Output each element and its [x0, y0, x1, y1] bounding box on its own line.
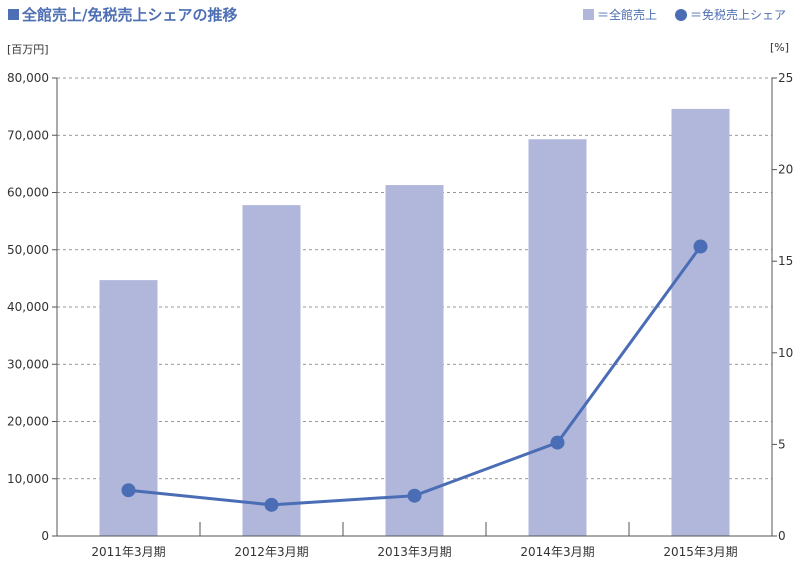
share-point [693, 239, 708, 254]
right-axis-unit: [%] [770, 41, 790, 54]
right-tick-label: 5 [778, 437, 786, 451]
category-label: 2015年3月期 [663, 545, 737, 559]
share-point [550, 435, 565, 450]
bar [385, 185, 444, 536]
legend: ＝全館売上 ＝免税売上シェア [582, 6, 786, 23]
legend-line-dot-icon [674, 8, 687, 21]
category-label: 2014年3月期 [520, 545, 594, 559]
share-point [121, 483, 136, 498]
legend-bar-label: ＝全館売上 [596, 8, 657, 22]
legend-item-bar: ＝全館売上 [582, 6, 657, 23]
title-square-icon [8, 9, 19, 20]
chart-title-text: 全館売上/免税売上シェアの推移 [22, 6, 238, 24]
bar [99, 280, 158, 536]
right-tick-label: 10 [778, 346, 793, 360]
left-tick-label: 60,000 [7, 186, 49, 200]
right-tick-label: 20 [778, 163, 793, 177]
legend-line-label: ＝免税売上シェア [689, 8, 786, 22]
share-point [264, 497, 279, 512]
left-tick-label: 70,000 [7, 128, 49, 142]
left-axis-unit: [百万円] [7, 43, 49, 56]
bar [242, 205, 301, 536]
left-tick-label: 80,000 [7, 71, 49, 85]
share-point [407, 488, 422, 503]
bar [671, 108, 730, 536]
chart-title: 全館売上/免税売上シェアの推移 [8, 4, 237, 25]
left-tick-label: 20,000 [7, 415, 49, 429]
left-tick-label: 40,000 [7, 300, 49, 314]
right-tick-label: 0 [778, 529, 786, 543]
right-tick-label: 25 [778, 71, 793, 85]
category-label: 2012年3月期 [234, 545, 308, 559]
right-tick-label: 15 [778, 254, 793, 268]
category-label: 2013年3月期 [377, 545, 451, 559]
left-tick-label: 30,000 [7, 357, 49, 371]
category-label: 2011年3月期 [91, 545, 165, 559]
left-tick-label: 50,000 [7, 243, 49, 257]
legend-item-line: ＝免税売上シェア [674, 6, 786, 23]
left-tick-label: 10,000 [7, 472, 49, 486]
legend-bar-swatch-icon [582, 9, 594, 20]
bar [528, 139, 587, 536]
left-tick-label: 0 [41, 529, 49, 543]
